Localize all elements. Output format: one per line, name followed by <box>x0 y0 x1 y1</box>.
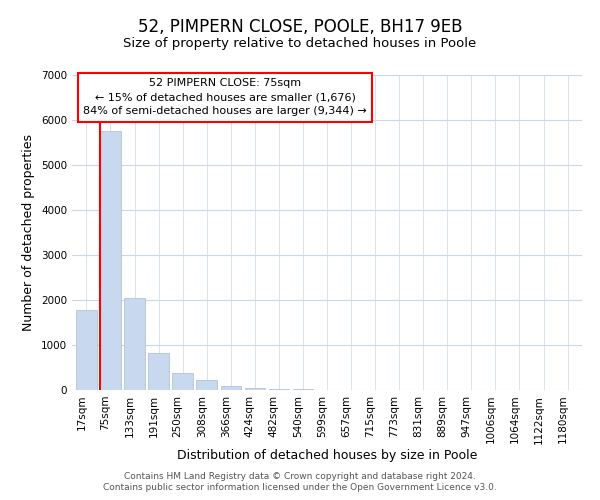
Text: Size of property relative to detached houses in Poole: Size of property relative to detached ho… <box>124 38 476 51</box>
Bar <box>76 310 97 390</box>
Bar <box>269 388 289 390</box>
Text: 52 PIMPERN CLOSE: 75sqm
← 15% of detached houses are smaller (1,676)
84% of semi: 52 PIMPERN CLOSE: 75sqm ← 15% of detache… <box>83 78 367 116</box>
Bar <box>172 374 193 390</box>
Text: Contains public sector information licensed under the Open Government Licence v3: Contains public sector information licen… <box>103 484 497 492</box>
X-axis label: Distribution of detached houses by size in Poole: Distribution of detached houses by size … <box>177 449 477 462</box>
Bar <box>124 298 145 390</box>
Text: 52, PIMPERN CLOSE, POOLE, BH17 9EB: 52, PIMPERN CLOSE, POOLE, BH17 9EB <box>138 18 462 36</box>
Y-axis label: Number of detached properties: Number of detached properties <box>22 134 35 331</box>
Bar <box>196 380 217 390</box>
Bar <box>221 386 241 390</box>
Bar <box>100 131 121 390</box>
Text: Contains HM Land Registry data © Crown copyright and database right 2024.: Contains HM Land Registry data © Crown c… <box>124 472 476 481</box>
Bar <box>245 388 265 390</box>
Bar <box>148 352 169 390</box>
